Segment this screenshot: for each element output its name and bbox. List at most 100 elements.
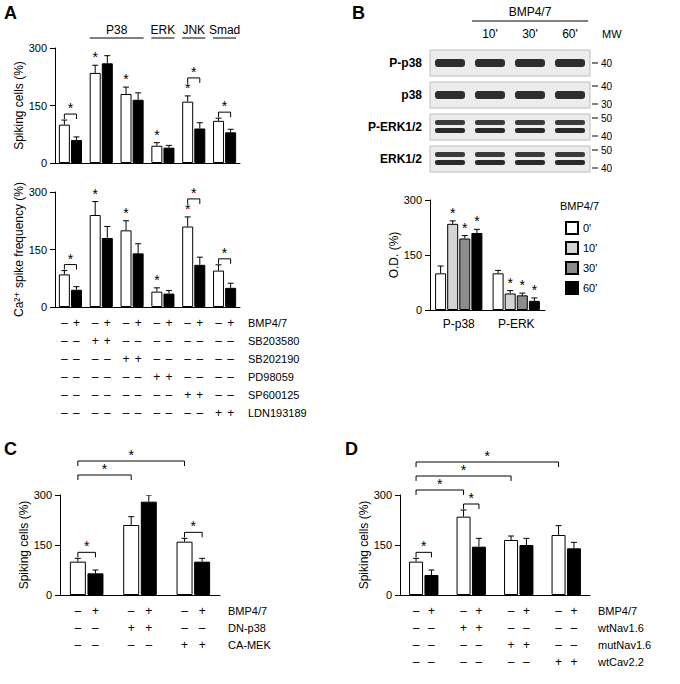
svg-text:–: – (135, 334, 142, 348)
svg-text:+: + (215, 406, 222, 420)
svg-text:+: + (460, 621, 467, 635)
svg-text:–: – (128, 638, 135, 652)
svg-text:+: + (104, 334, 111, 348)
svg-text:–: – (413, 621, 420, 635)
svg-text:PD98059: PD98059 (248, 371, 294, 383)
svg-text:P-ERK1/2: P-ERK1/2 (368, 120, 422, 134)
svg-text:+: + (135, 352, 142, 366)
svg-text:–: – (123, 388, 130, 402)
svg-text:*: * (123, 71, 129, 87)
svg-text:–: – (555, 621, 562, 635)
svg-text:*: * (154, 272, 160, 288)
svg-text:–: – (166, 388, 173, 402)
svg-text:–: – (154, 388, 161, 402)
svg-text:–: – (227, 388, 234, 402)
svg-text:P38: P38 (106, 23, 128, 37)
svg-text:*: * (154, 127, 160, 143)
svg-text:300: 300 (34, 489, 52, 501)
svg-text:SB203580: SB203580 (248, 335, 299, 347)
svg-text:50: 50 (601, 145, 613, 156)
svg-text:*: * (191, 518, 197, 534)
svg-text:wtNav1.6: wtNav1.6 (597, 622, 644, 634)
svg-text:+: + (165, 370, 172, 384)
svg-text:*: * (84, 538, 90, 554)
svg-text:–: – (413, 655, 420, 669)
svg-text:+: + (145, 621, 152, 635)
svg-text:+: + (145, 604, 152, 618)
svg-text:30': 30' (583, 262, 597, 274)
svg-text:–: – (92, 388, 99, 402)
svg-text:–: – (166, 406, 173, 420)
svg-text:+: + (508, 638, 515, 652)
svg-text:+: + (475, 604, 482, 618)
svg-text:40: 40 (601, 131, 613, 142)
svg-text:–: – (215, 334, 222, 348)
svg-text:BMP4/7: BMP4/7 (228, 605, 267, 617)
svg-text:+: + (428, 604, 435, 618)
svg-text:–: – (184, 352, 191, 366)
svg-text:–: – (227, 352, 234, 366)
svg-text:*: * (123, 205, 129, 221)
svg-text:*: * (92, 186, 98, 202)
svg-text:–: – (128, 604, 135, 618)
svg-text:+: + (227, 316, 234, 330)
svg-text:–: – (135, 406, 142, 420)
svg-text:CA-MEK: CA-MEK (228, 639, 271, 651)
svg-text:B: B (352, 3, 365, 23)
svg-text:BMP4/7: BMP4/7 (598, 605, 637, 617)
svg-text:–: – (123, 370, 130, 384)
svg-text:Spiking cells (%): Spiking cells (%) (357, 501, 371, 590)
svg-text:–: – (92, 638, 99, 652)
svg-text:–: – (154, 334, 161, 348)
svg-text:–: – (123, 316, 130, 330)
svg-text:–: – (184, 370, 191, 384)
svg-text:+: + (475, 621, 482, 635)
svg-text:+: + (196, 388, 203, 402)
svg-text:p38: p38 (401, 88, 422, 102)
svg-text:–: – (104, 352, 111, 366)
svg-text:40: 40 (601, 58, 613, 69)
svg-text:–: – (135, 370, 142, 384)
svg-text:P-p38: P-p38 (443, 317, 475, 331)
svg-text:BMP4/7: BMP4/7 (560, 200, 599, 212)
svg-text:*: * (520, 277, 526, 293)
svg-text:–: – (61, 370, 68, 384)
svg-text:–: – (92, 316, 99, 330)
svg-text:–: – (184, 316, 191, 330)
svg-text:*: * (507, 275, 513, 291)
svg-text:BMP4/7: BMP4/7 (509, 5, 552, 19)
svg-text:mutNav1.6: mutNav1.6 (598, 639, 651, 651)
svg-text:*: * (102, 461, 108, 477)
svg-text:+: + (184, 388, 191, 402)
svg-text:+: + (523, 604, 530, 618)
svg-text:P-p38: P-p38 (389, 56, 422, 70)
svg-text:*: * (68, 251, 74, 267)
svg-text:–: – (61, 352, 68, 366)
svg-text:*: * (68, 100, 74, 116)
svg-text:–: – (196, 352, 203, 366)
svg-text:–: – (413, 604, 420, 618)
svg-text:+: + (523, 638, 530, 652)
svg-text:MW: MW (602, 28, 622, 40)
svg-text:–: – (413, 638, 420, 652)
svg-text:+: + (570, 655, 577, 669)
svg-text:150: 150 (374, 539, 392, 551)
svg-text:Spiking cells (%): Spiking cells (%) (12, 61, 26, 150)
svg-text:–: – (555, 638, 562, 652)
svg-text:–: – (215, 388, 222, 402)
svg-text:–: – (61, 316, 68, 330)
svg-text:–: – (215, 370, 222, 384)
svg-text:+: + (570, 604, 577, 618)
svg-text:–: – (571, 638, 578, 652)
svg-text:–: – (61, 388, 68, 402)
svg-text:–: – (154, 406, 161, 420)
svg-text:–: – (555, 604, 562, 618)
svg-text:+: + (555, 655, 562, 669)
svg-text:150: 150 (29, 244, 47, 256)
svg-text:P-ERK: P-ERK (498, 317, 535, 331)
svg-text:150: 150 (34, 539, 52, 551)
svg-text:60': 60' (583, 282, 597, 294)
svg-text:–: – (75, 638, 82, 652)
svg-text:D: D (345, 439, 358, 459)
svg-text:–: – (123, 406, 130, 420)
